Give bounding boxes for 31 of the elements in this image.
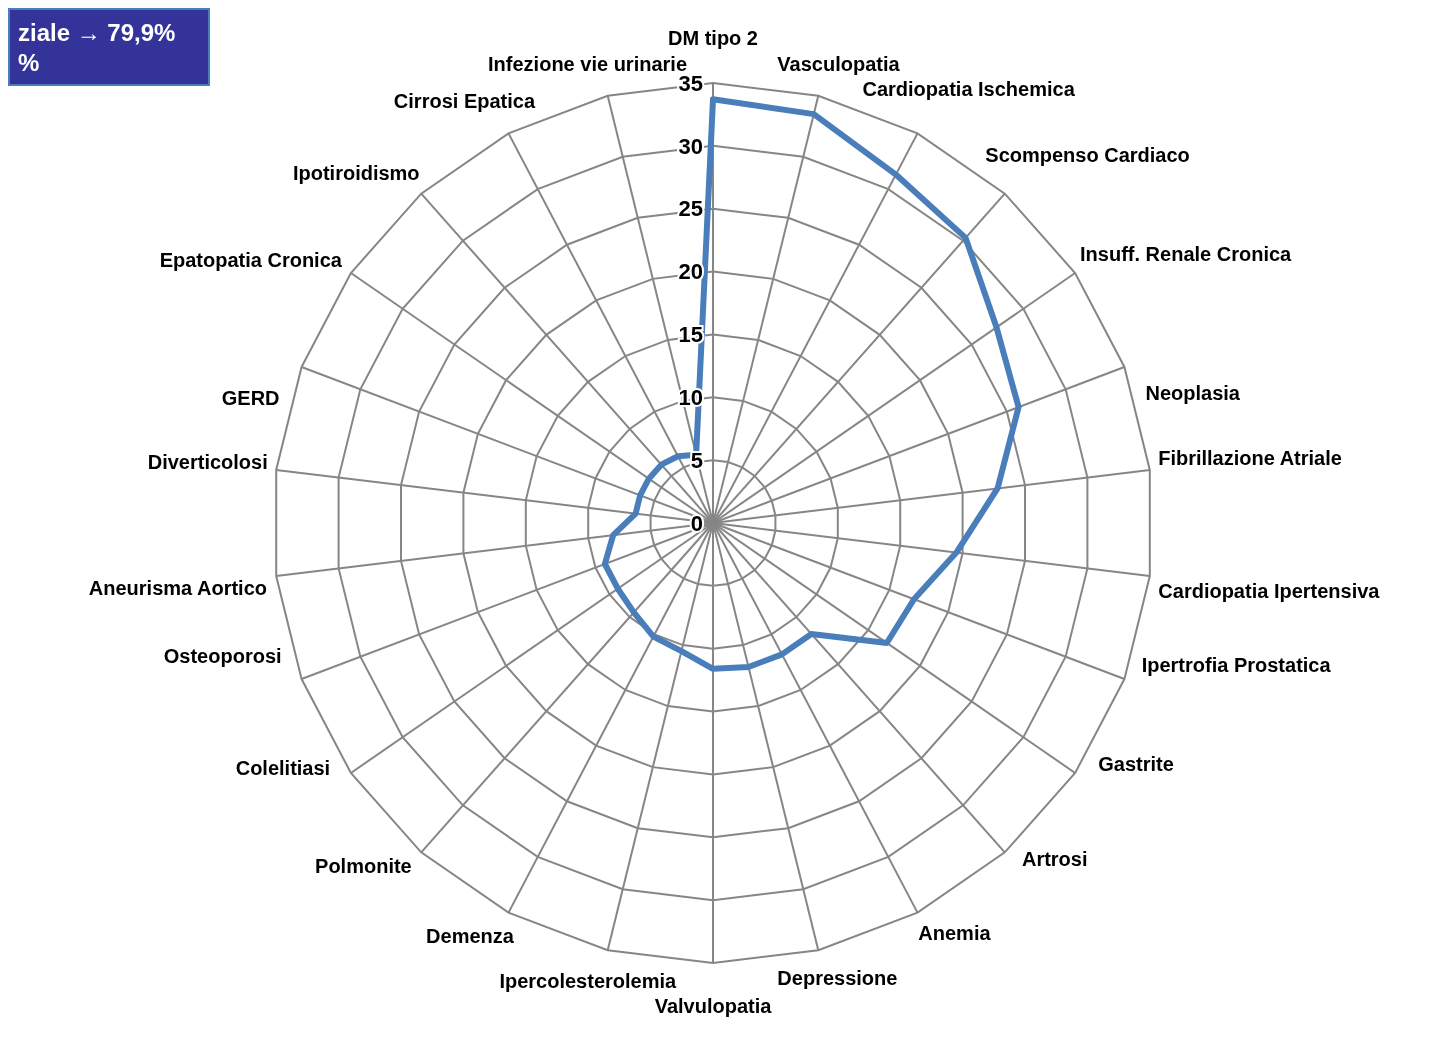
spoke-label: Scompenso Cardiaco xyxy=(985,144,1190,167)
spoke-label: Polmonite xyxy=(315,855,412,878)
spoke-label: Valvulopatia xyxy=(654,995,773,1017)
spoke-label: Osteoporosi xyxy=(163,644,282,667)
spoke-label: Neoplasia xyxy=(1145,382,1241,405)
spoke-label: Fibrillazione Atriale xyxy=(1158,446,1342,469)
spoke-label: Anemia xyxy=(918,922,992,945)
spoke-label: Ipertrofia Prostatica xyxy=(1141,653,1332,676)
spoke-label: Demenza xyxy=(426,924,515,947)
y-tick-label: 20 xyxy=(678,259,703,285)
spoke-label: Ipotiroidismo xyxy=(292,161,420,184)
spoke-label: Colelitiasi xyxy=(235,757,331,780)
spoke-label: Depressione xyxy=(777,967,898,990)
y-tick-label: 25 xyxy=(678,196,703,222)
spoke-label: Cirrosi Epatica xyxy=(393,89,536,112)
spoke-label: Cardiopatia Ischemica xyxy=(862,77,1076,100)
spoke-label: Ipercolesterolemia xyxy=(499,970,678,993)
spoke-label: Aneurisma Aortico xyxy=(88,576,268,599)
spoke-label: Epatopatia Cronica xyxy=(159,248,343,271)
spoke-label: Diverticolosi xyxy=(147,450,268,473)
text: % xyxy=(18,49,40,76)
spoke-label: Artrosi xyxy=(1021,847,1088,870)
spoke-label: Cardiopatia Ipertensiva xyxy=(1158,579,1381,602)
y-tick-label: 30 xyxy=(678,133,703,159)
spoke-label: Gastrite xyxy=(1098,753,1174,776)
y-tick-label: 0 xyxy=(690,510,703,536)
spoke-label: Insuff. Renale Cronica xyxy=(1080,242,1293,265)
spoke-label: GERD xyxy=(221,386,280,409)
text: ziale → 79,9% xyxy=(18,19,176,46)
spoke-label: DM tipo 2 xyxy=(668,27,758,49)
spoke-label: Vasculopatia xyxy=(777,52,901,75)
